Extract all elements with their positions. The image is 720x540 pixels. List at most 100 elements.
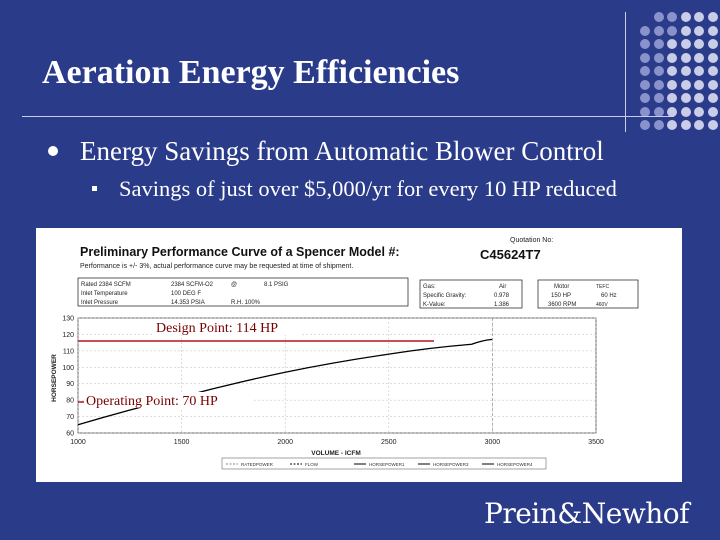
bullet-square-icon <box>92 186 97 191</box>
decorative-dot <box>667 25 677 36</box>
motor-volts: 460V <box>596 302 608 308</box>
gas-label: Gas: <box>423 284 436 290</box>
decorative-dot <box>694 12 704 22</box>
bullet-level-1: Energy Savings from Automatic Blower Con… <box>48 136 604 167</box>
decorative-dot <box>653 52 664 63</box>
decorative-dot <box>680 52 691 63</box>
decorative-dot <box>707 39 718 49</box>
at-symbol: @ <box>231 282 237 288</box>
decorative-dot <box>653 39 664 49</box>
spec-box-left <box>77 277 409 307</box>
quotation-number: C45624T7 <box>480 247 541 262</box>
spec-box-gas <box>419 279 523 309</box>
decorative-dot <box>680 39 691 49</box>
decorative-dot <box>694 52 704 63</box>
gas-value: Air <box>499 284 506 290</box>
decorative-dot <box>680 93 691 103</box>
chart-header-title: Preliminary Performance Curve of a Spenc… <box>80 245 400 259</box>
decorative-dot <box>653 120 664 130</box>
motor-hz: 60 Hz <box>601 293 617 299</box>
title-vertical-rule <box>625 12 626 132</box>
decorative-dot <box>653 25 664 36</box>
decorative-dot <box>707 120 718 130</box>
decorative-dot <box>640 106 650 117</box>
decorative-dot <box>707 66 718 76</box>
prein-newhof-logo: Prein&Newhof <box>484 497 690 530</box>
chart-header-subtitle: Performance is +/- 3%, actual performanc… <box>80 263 353 270</box>
decorative-dot <box>680 25 691 36</box>
chart-legend: RATEDPOWER FLOW HORSEPOWER1 HORSEPOWER3 HORS… <box>221 457 547 470</box>
decorative-dot <box>640 52 650 63</box>
y-tick-label: 120 <box>62 332 74 339</box>
inlet-pressure-value: 14.353 PSIA <box>171 300 205 306</box>
decorative-dot <box>680 106 691 117</box>
decorative-dot <box>667 106 677 117</box>
y-tick-label: 100 <box>62 365 74 372</box>
motor-tefc: TEFC <box>596 284 609 290</box>
decorative-dot <box>707 52 718 63</box>
k-value-value: 1.386 <box>494 302 510 308</box>
title-horizontal-rule <box>22 116 674 117</box>
spec-box-motor <box>537 279 639 309</box>
decorative-dot <box>694 66 704 76</box>
pressure-psig: 8.1 PSIG <box>264 282 289 288</box>
decorative-dot <box>694 93 704 103</box>
x-tick-label: 1000 <box>70 439 86 446</box>
inlet-pressure-label: Inlet Pressure <box>81 300 119 306</box>
y-axis-label: HORSEPOWER <box>51 354 58 402</box>
chart-background <box>36 228 682 482</box>
decorative-dot <box>653 66 664 76</box>
operating-point-label: Operating Point: 70 HP <box>86 394 218 409</box>
decorative-dot <box>680 66 691 76</box>
inlet-temp-label: Inlet Temperature <box>81 291 128 297</box>
x-axis-label: VOLUME - ICFM <box>311 450 360 457</box>
decorative-dot <box>640 25 650 36</box>
decorative-dot <box>667 79 677 90</box>
decorative-dot <box>680 12 691 22</box>
decorative-dot <box>694 120 704 130</box>
decorative-dot <box>653 12 664 22</box>
legend-label: RATEDPOWER <box>241 462 274 467</box>
decorative-dot <box>707 12 718 22</box>
decorative-dot <box>694 25 704 36</box>
decorative-dot <box>707 79 718 90</box>
decorative-dot <box>680 79 691 90</box>
decorative-dot <box>707 106 718 117</box>
performance-curve-image: Preliminary Performance Curve of a Spenc… <box>36 228 682 482</box>
decorative-dot <box>694 106 704 117</box>
legend-label: FLOW <box>305 462 319 467</box>
x-tick-label: 1500 <box>174 439 190 446</box>
decorative-dot <box>667 120 677 130</box>
inlet-temp-value: 100 DEG F <box>171 291 201 297</box>
y-tick-label: 90 <box>66 381 74 388</box>
slide-title: Aeration Energy Efficiencies <box>42 54 460 91</box>
design-point-label-bg <box>154 319 302 335</box>
specific-gravity-value: 0.978 <box>494 293 510 299</box>
decorative-dot <box>667 52 677 63</box>
quotation-label: Quotation No: <box>510 237 553 244</box>
rh-label: R.H. 100% <box>231 300 261 306</box>
specific-gravity-label: Specific Gravity: <box>423 293 467 299</box>
y-tick-label: 130 <box>62 316 74 323</box>
motor-hp: 150 HP <box>551 293 571 299</box>
motor-label: Motor <box>554 284 569 290</box>
operating-point-label-bg <box>84 392 254 408</box>
design-point-label: Design Point: 114 HP <box>156 321 278 336</box>
legend-label: HORSEPOWER1 <box>369 462 405 467</box>
legend-box <box>221 457 547 470</box>
decorative-dot <box>640 93 650 103</box>
decorative-dot <box>680 120 691 130</box>
decorative-dot <box>707 25 718 36</box>
decorative-dot <box>653 106 664 117</box>
decorative-dot <box>667 39 677 49</box>
y-tick-label: 80 <box>66 398 74 405</box>
k-value-label: K-Value: <box>423 302 446 308</box>
decorative-dot <box>653 79 664 90</box>
motor-rpm: 3600 RPM <box>548 302 576 308</box>
performance-curve-svg: Preliminary Performance Curve of a Spenc… <box>36 228 682 482</box>
legend-label: HORSEPOWER3 <box>433 462 469 467</box>
decorative-dot <box>653 93 664 103</box>
y-tick-label: 60 <box>66 431 74 438</box>
y-tick-label: 70 <box>66 414 74 421</box>
